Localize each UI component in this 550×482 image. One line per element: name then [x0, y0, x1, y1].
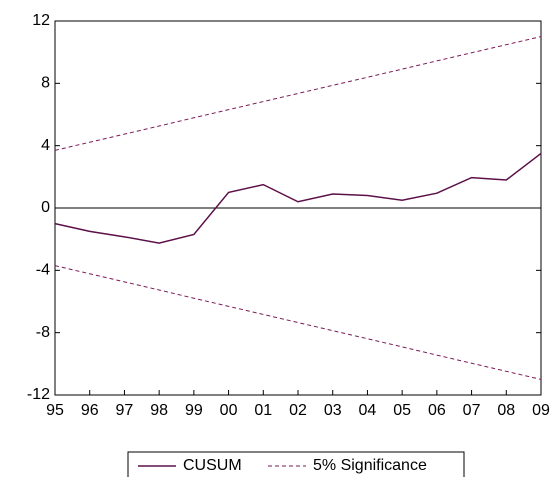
legend-label: CUSUM — [183, 457, 242, 474]
x-tick-label: 09 — [532, 402, 550, 419]
x-tick-label: 02 — [289, 402, 307, 419]
y-tick-label: 4 — [41, 137, 50, 154]
y-tick-label: -8 — [36, 324, 50, 341]
x-tick-label: 00 — [220, 402, 238, 419]
legend-label: 5% Significance — [313, 457, 427, 474]
series-line — [54, 265, 542, 380]
x-tick-label: 05 — [393, 402, 411, 419]
x-tick-label: 08 — [497, 402, 515, 419]
x-tick-label: 06 — [428, 402, 446, 419]
x-tick-label: 95 — [46, 402, 64, 419]
y-tick-label: 12 — [32, 12, 50, 29]
y-tick-label: -4 — [36, 262, 50, 279]
x-tick-label: 01 — [254, 402, 272, 419]
y-tick-label: -12 — [27, 386, 50, 403]
x-tick-label: 07 — [463, 402, 481, 419]
x-tick-label: 96 — [81, 402, 99, 419]
x-tick-label: 03 — [324, 402, 342, 419]
y-tick-label: 8 — [41, 75, 50, 92]
x-tick-label: 98 — [150, 402, 168, 419]
x-tick-label: 99 — [185, 402, 203, 419]
x-tick-label: 04 — [359, 402, 377, 419]
series-line — [54, 152, 542, 244]
y-tick-label: 0 — [41, 199, 50, 216]
series-line — [54, 36, 542, 151]
x-tick-label: 97 — [116, 402, 134, 419]
